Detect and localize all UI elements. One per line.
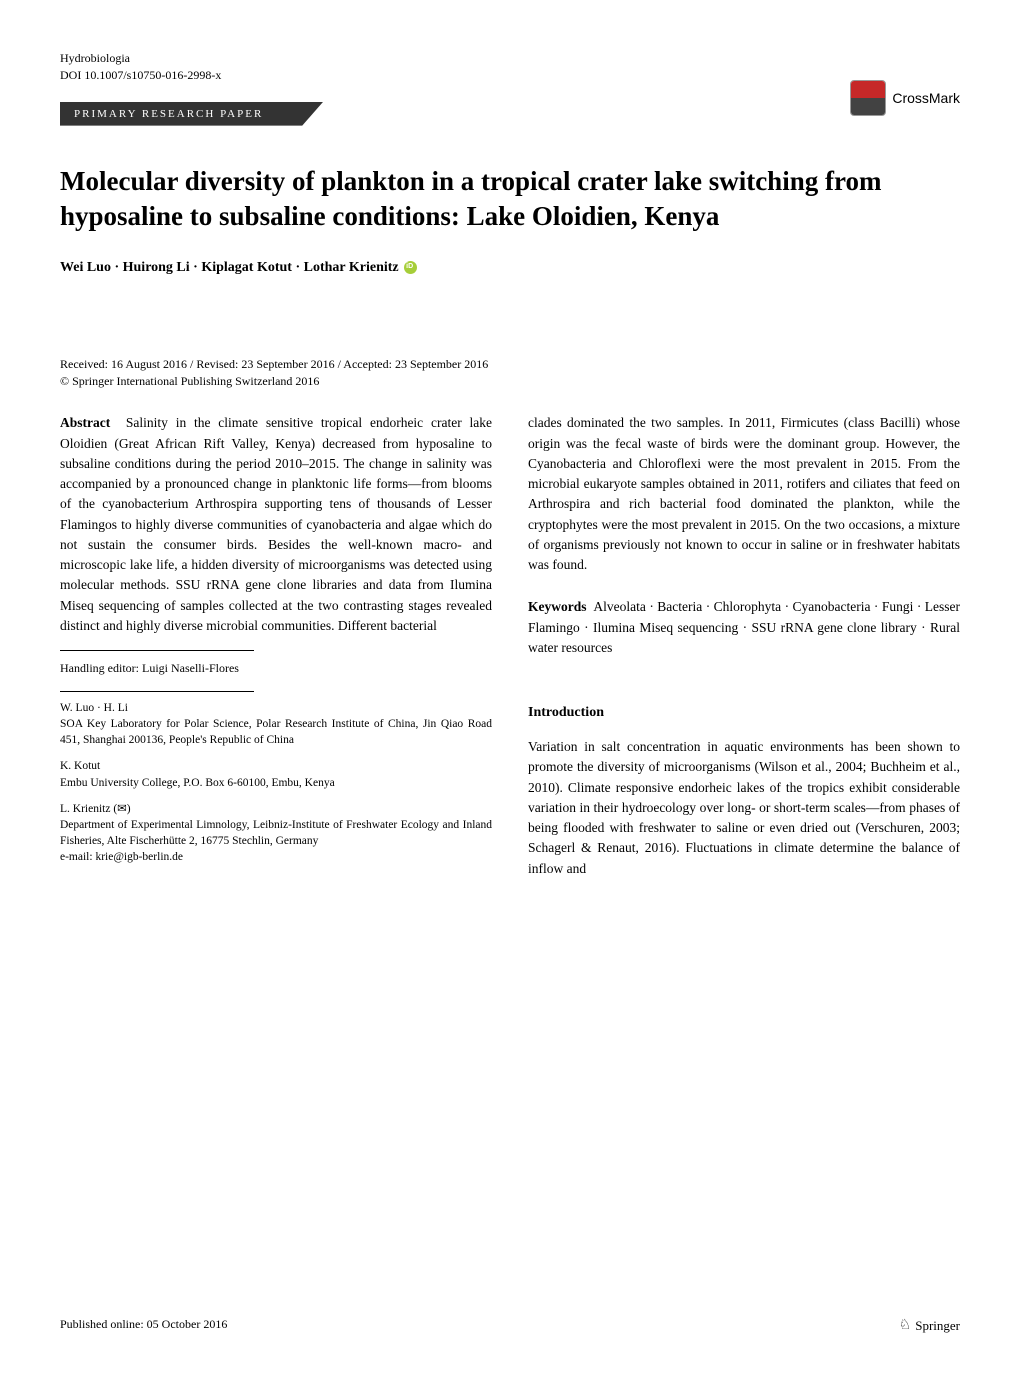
abstract-label: Abstract [60, 415, 110, 430]
publisher-logo: ♘ Springer [899, 1317, 960, 1334]
introduction-section: Introduction Variation in salt concentra… [528, 702, 960, 879]
left-column: Abstract Salinity in the climate sensiti… [60, 413, 492, 879]
author-list: Wei Luo · Huirong Li · Kiplagat Kotut · … [60, 260, 960, 276]
right-column: clades dominated the two samples. In 201… [528, 413, 960, 879]
page-footer: Published online: 05 October 2016 ♘ Spri… [60, 1317, 960, 1334]
journal-meta: Hydrobiologia DOI 10.1007/s10750-016-299… [60, 50, 960, 84]
divider [60, 691, 254, 692]
affil-names: W. Luo · H. Li [60, 700, 492, 716]
affil-text: Embu University College, P.O. Box 6-6010… [60, 775, 492, 791]
crossmark-badge[interactable]: CrossMark [850, 80, 960, 116]
divider [60, 650, 254, 651]
abstract-paragraph: Abstract Salinity in the climate sensiti… [60, 413, 492, 636]
doi: DOI 10.1007/s10750-016-2998-x [60, 67, 960, 84]
orcid-icon[interactable] [404, 261, 417, 274]
affiliation-block: L. Krienitz (✉) Department of Experiment… [60, 801, 492, 865]
crossmark-label: CrossMark [892, 90, 960, 106]
handling-editor: Handling editor: Luigi Naselli-Flores [60, 659, 492, 677]
keywords-block: Keywords Alveolata · Bacteria · Chloroph… [528, 597, 960, 658]
affiliation-block: W. Luo · H. Li SOA Key Laboratory for Po… [60, 700, 492, 748]
affil-text: SOA Key Laboratory for Polar Science, Po… [60, 716, 492, 748]
section-banner: PRIMARY RESEARCH PAPER [60, 102, 323, 126]
corresponding-email: e-mail: krie@igb-berlin.de [60, 849, 492, 865]
affil-names: K. Kotut [60, 758, 492, 774]
abstract-right-text: clades dominated the two samples. In 201… [528, 413, 960, 575]
keywords-label: Keywords [528, 599, 587, 614]
affiliation-block: K. Kotut Embu University College, P.O. B… [60, 758, 492, 790]
introduction-body: Variation in salt concentration in aquat… [528, 737, 960, 879]
journal-name: Hydrobiologia [60, 50, 960, 67]
affil-text: Department of Experimental Limnology, Le… [60, 817, 492, 849]
publisher-name: Springer [915, 1318, 960, 1334]
copyright-line: © Springer International Publishing Swit… [60, 373, 960, 390]
article-dates: Received: 16 August 2016 / Revised: 23 S… [60, 356, 960, 390]
author-names: Wei Luo · Huirong Li · Kiplagat Kotut · … [60, 260, 399, 275]
keywords-text: Alveolata · Bacteria · Chlorophyta · Cya… [528, 599, 960, 655]
affil-names: L. Krienitz (✉) [60, 801, 492, 817]
introduction-heading: Introduction [528, 702, 960, 723]
published-online: Published online: 05 October 2016 [60, 1317, 227, 1334]
two-column-body: Abstract Salinity in the climate sensiti… [60, 413, 960, 879]
abstract-left-text: Salinity in the climate sensitive tropic… [60, 415, 492, 633]
springer-horse-icon: ♘ [899, 1317, 912, 1334]
crossmark-icon [850, 80, 886, 116]
article-title: Molecular diversity of plankton in a tro… [60, 164, 960, 234]
received-revised-accepted: Received: 16 August 2016 / Revised: 23 S… [60, 356, 960, 373]
